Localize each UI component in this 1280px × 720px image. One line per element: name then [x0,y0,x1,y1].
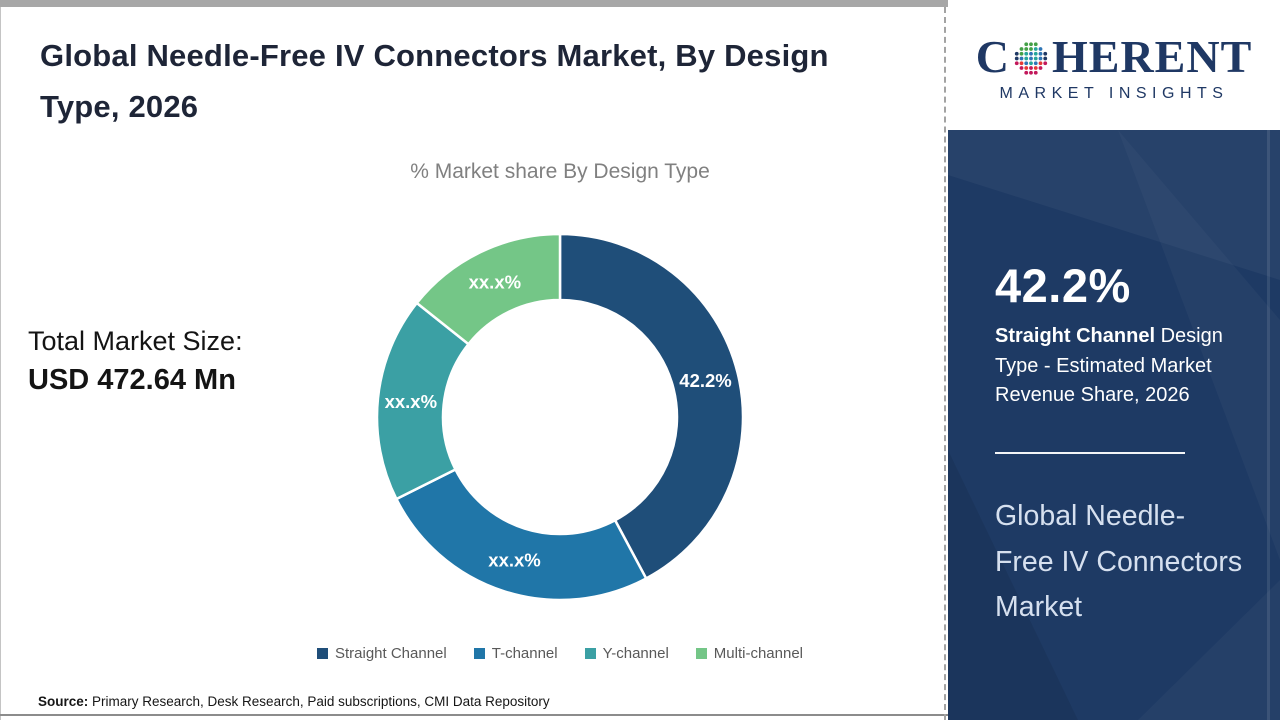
legend-item-y-channel: Y-channel [584,645,669,662]
slide-top-border [0,0,1280,7]
dotted-globe-icon [1014,41,1048,75]
donut-segment-label: xx.x% [385,391,437,412]
vertical-dashed-separator [944,7,946,720]
stat-category-name: Straight Channel [995,325,1156,347]
legend-label: T-channel [491,645,558,662]
sidebar-divider [995,452,1185,454]
logo-word-post: HERENT [1051,30,1253,82]
legend-swatch [584,648,596,659]
total-market-size-value: USD 472.64 Mn [28,364,236,396]
background-polygons [948,130,1280,720]
slide-bottom-border [0,714,948,716]
donut-segment-label: xx.x% [469,271,521,292]
legend-label: Straight Channel [334,645,447,662]
logo-word-pre: C [975,30,1010,82]
highlight-stat-value: 42.2% [995,259,1131,312]
legend-item-straight-channel: Straight Channel [316,645,447,662]
source-citation: Source: Primary Research, Desk Research,… [38,694,550,709]
legend-item-multi-channel: Multi-channel [695,645,803,662]
donut-chart: 42.2% xx.x% xx.x% xx.x% [340,197,780,637]
donut-chart-svg: 42.2% xx.x% xx.x% xx.x% [375,232,745,602]
logo-subtitle: MARKET INSIGHTS [999,84,1229,102]
donut-segment-t-channel [395,468,648,602]
source-text: Primary Research, Desk Research, Paid su… [88,694,550,709]
slide-left-border [0,7,1,720]
legend-swatch [695,648,707,659]
donut-segment-multi-channel [415,232,562,346]
stat-description-rest: Design Type - Estimated Market Revenue S… [995,325,1223,406]
brand-logo-wordmark: C HERENT [975,30,1253,82]
highlight-stat-description: Straight Channel Design Type - Estimated… [995,322,1245,411]
donut-segment-straight-channel [558,232,745,580]
brand-logo: C HERENT MARKET INSIGHTS [948,0,1280,130]
sidebar-market-name: Global Needle-Free IV Connectors Market [995,500,1243,623]
total-market-size-block: Total Market Size: USD 472.64 Mn [28,326,243,397]
legend-item-t-channel: T-channel [473,645,558,662]
chart-subtitle: % Market share By Design Type [410,160,710,183]
legend-label: Y-channel [602,645,669,662]
donut-segment-label: 42.2% [679,370,731,391]
donut-segment-label: xx.x% [488,549,540,570]
right-sidebar: C HERENT MARKET INSIGHTS [948,0,1280,720]
legend-label: Multi-channel [713,645,803,662]
legend-swatch [316,648,328,659]
legend-swatch [473,648,485,659]
total-market-size-label: Total Market Size: [28,326,243,356]
sidebar-edge-highlight [1267,130,1270,720]
source-label: Source: [38,694,89,709]
chart-legend: Straight Channel T-channel Y-channel Mul… [176,645,944,662]
page-title: Global Needle-Free IV Connectors Market,… [40,38,829,124]
sidebar-blue-panel: 42.2% Straight Channel Design Type - Est… [948,130,1280,720]
